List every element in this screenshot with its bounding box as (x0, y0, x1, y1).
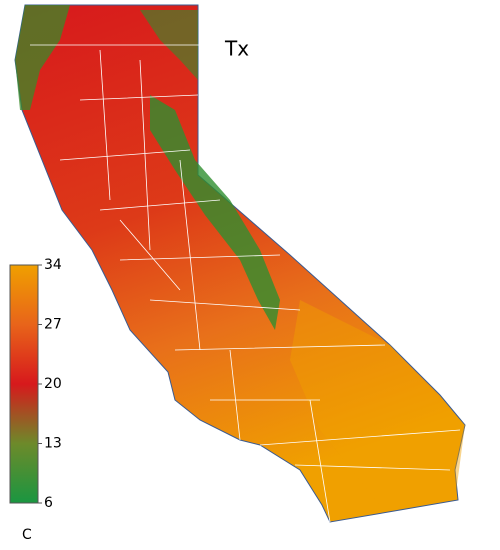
county-lines (30, 44, 461, 523)
colorbar-unit: C (22, 527, 32, 543)
colorbar (9, 264, 39, 504)
colorbar-tick-label: 27 (44, 317, 62, 333)
california-map (14, 4, 466, 523)
northern-forest (15, 5, 70, 110)
county-border (99, 49, 331, 523)
desert (290, 300, 465, 505)
county-border (30, 44, 461, 471)
colorbar-tick-label: 6 (44, 495, 53, 511)
state-shape (14, 4, 466, 523)
colorbar-tick-label: 20 (44, 376, 62, 392)
sierra-nevada (150, 95, 280, 330)
colorbar-tick-label: 34 (44, 257, 62, 273)
map-title: Tx (224, 37, 249, 61)
colorbar-tick-label: 13 (44, 436, 62, 452)
